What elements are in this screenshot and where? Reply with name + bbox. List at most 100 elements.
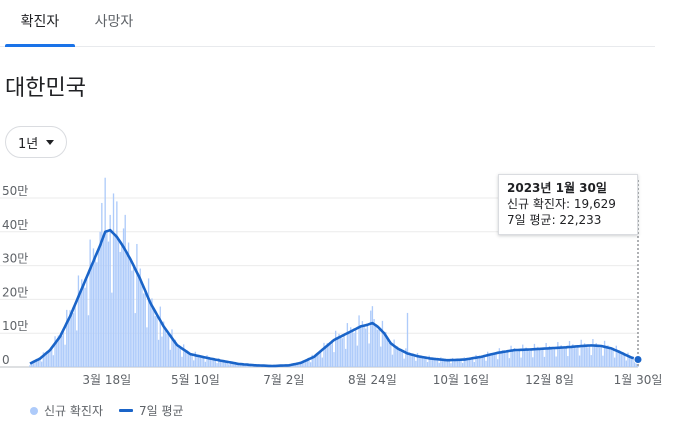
case-bar: [498, 348, 501, 367]
case-bar: [553, 348, 556, 367]
case-bar: [79, 292, 81, 367]
case-bar: [51, 347, 53, 367]
case-bar: [47, 351, 50, 367]
case-bar: [537, 346, 539, 367]
case-bar: [612, 349, 614, 367]
case-bar: [34, 360, 36, 367]
case-bar: [54, 336, 56, 367]
x-tick-label: 5월 10일: [171, 373, 220, 387]
case-bar: [119, 251, 121, 367]
case-bar: [239, 365, 242, 367]
case-bar: [630, 356, 632, 367]
case-bar: [64, 344, 66, 367]
case-bar: [183, 344, 185, 367]
case-bar: [483, 356, 485, 367]
case-bar: [418, 356, 420, 367]
case-bar: [366, 324, 369, 367]
case-bar: [169, 349, 171, 367]
case-bar: [567, 356, 569, 367]
case-bar: [622, 354, 624, 367]
case-bar: [413, 355, 415, 367]
case-bar: [293, 364, 295, 367]
case-bar: [583, 343, 586, 367]
case-bar: [228, 364, 230, 367]
case-bar: [156, 314, 158, 367]
case-bar: [223, 361, 225, 367]
average-line: [29, 228, 639, 368]
case-bar: [512, 350, 514, 367]
case-bar: [603, 340, 606, 367]
case-bar: [231, 362, 233, 367]
x-tick-label: 1월 30일: [614, 373, 663, 387]
case-bar: [410, 354, 412, 367]
case-bar: [476, 357, 479, 367]
case-bar: [623, 354, 626, 367]
case-bar: [129, 258, 131, 367]
cases-chart[interactable]: 0 10만 20만 30만 40만 50만 3월 18일 5월 10일 7월 2일 8월 24일…: [0, 170, 677, 395]
case-bar: [562, 347, 564, 367]
case-bar: [435, 359, 437, 367]
case-bar: [329, 344, 332, 367]
case-bar: [458, 360, 460, 367]
case-bar: [308, 359, 310, 367]
case-bar: [316, 354, 318, 367]
case-bar: [530, 349, 532, 367]
case-bar: [61, 335, 63, 367]
case-bar: [388, 342, 390, 367]
case-bar: [341, 338, 344, 367]
case-bar: [411, 355, 414, 367]
case-bar: [542, 348, 544, 367]
tab-cases[interactable]: 확진자: [5, 0, 75, 47]
case-bar: [615, 345, 617, 367]
case-bar: [453, 359, 455, 367]
case-bar: [395, 347, 397, 367]
case-bar: [401, 350, 404, 367]
case-bar: [448, 360, 450, 367]
case-bar: [102, 236, 105, 367]
legend-line-icon: [119, 409, 134, 412]
case-bar: [318, 353, 320, 367]
case-bar: [41, 361, 43, 367]
case-bar: [371, 306, 374, 367]
case-bar: [193, 360, 195, 367]
case-bar: [455, 359, 457, 367]
case-bar: [208, 358, 210, 367]
case-bar: [49, 351, 51, 367]
case-bar: [126, 252, 128, 367]
case-bar: [353, 332, 355, 367]
tab-deaths[interactable]: 사망자: [94, 14, 134, 30]
case-bar: [595, 343, 597, 367]
tooltip-average: 7일 평균: 22,233: [507, 213, 602, 227]
case-bar: [177, 347, 180, 367]
case-bar: [92, 248, 95, 367]
case-bar: [478, 355, 480, 367]
case-bar: [406, 312, 409, 367]
case-bar: [495, 353, 497, 367]
time-range-label: 1년: [18, 136, 39, 152]
chart-legend: 신규 확진자 7일 평균: [30, 402, 184, 419]
case-bar: [487, 351, 489, 367]
case-bar: [500, 352, 502, 367]
case-bar: [471, 358, 474, 367]
case-bar: [523, 349, 526, 367]
case-bar: [99, 231, 101, 367]
case-bar: [167, 333, 170, 367]
case-bar: [304, 360, 307, 367]
case-bar: [131, 270, 133, 367]
case-bar: [527, 349, 529, 367]
time-range-dropdown[interactable]: 1년: [5, 126, 67, 158]
case-bar: [560, 345, 562, 367]
case-bar: [174, 339, 176, 367]
case-bar: [578, 355, 581, 367]
case-bar: [147, 278, 150, 367]
case-bar: [299, 361, 302, 367]
case-bar: [520, 357, 522, 367]
case-bar: [161, 336, 163, 367]
case-bar: [122, 228, 125, 367]
case-bar: [585, 345, 587, 367]
case-bar: [229, 361, 232, 367]
case-bar: [547, 348, 549, 367]
case-bar: [157, 339, 160, 367]
case-bar: [475, 354, 477, 367]
case-bar: [181, 356, 183, 367]
